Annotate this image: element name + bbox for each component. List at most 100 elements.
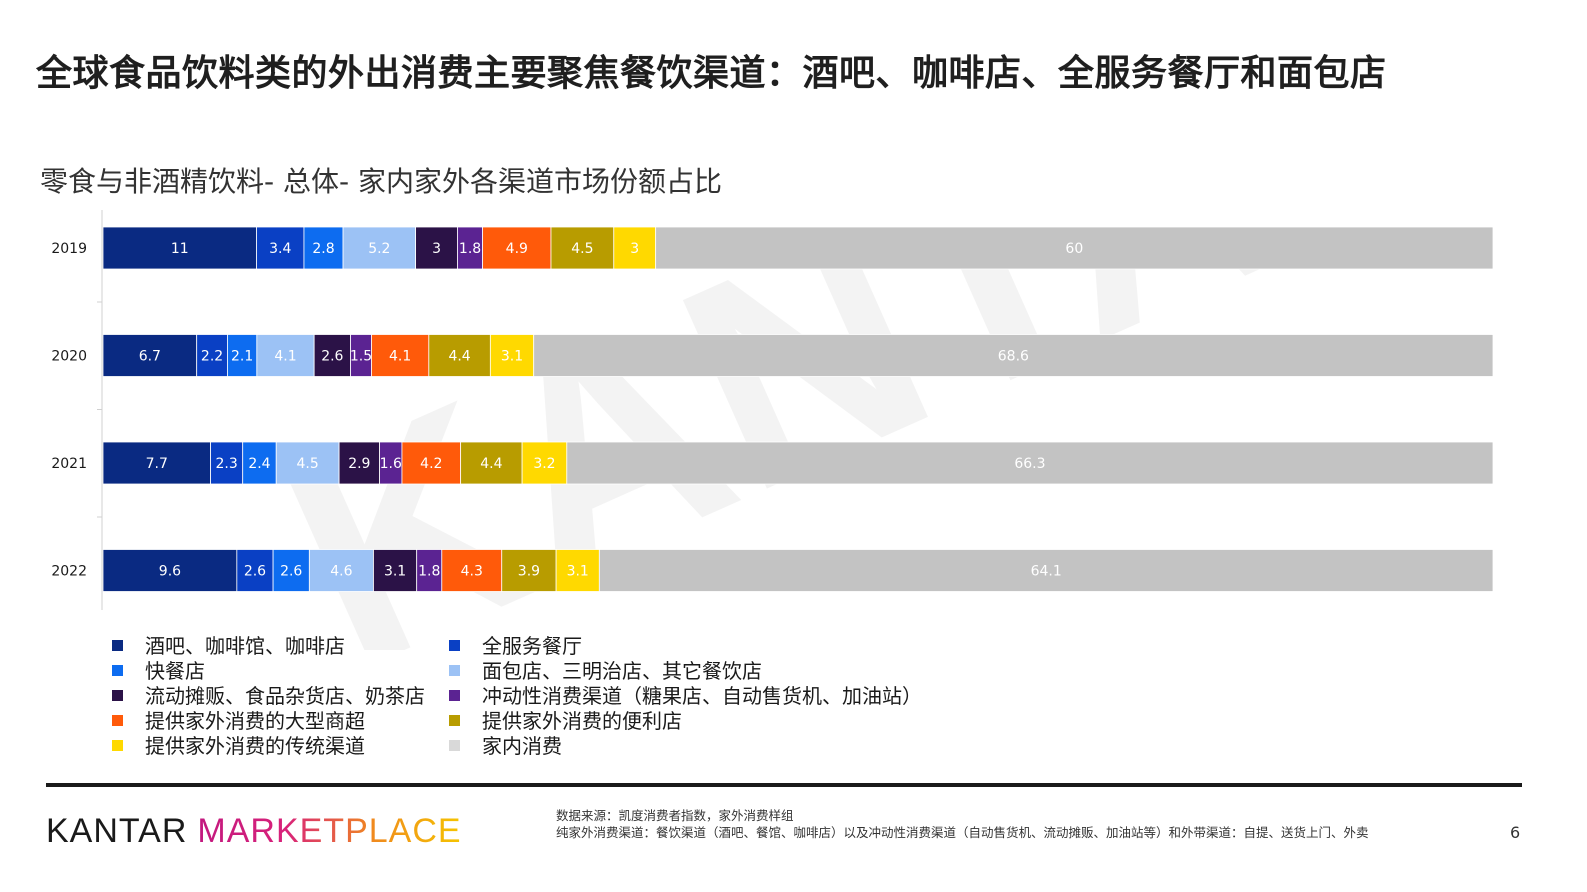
bar-segment: [102, 549, 238, 592]
legend-swatch: [449, 640, 460, 651]
legend-label: 快餐店: [145, 659, 205, 683]
bar-segment: [521, 441, 568, 485]
legend-swatch: [112, 740, 123, 751]
bar-segment: [373, 549, 418, 592]
bar-data-label: 4.5: [571, 241, 593, 257]
bar-data-label: 60: [1065, 241, 1083, 257]
bar-data-label: 2.3: [215, 456, 237, 472]
legend-label: 冲动性消费渠道（糖果店、自动售货机、加油站）: [482, 684, 922, 708]
bar-segment: [102, 334, 198, 377]
bar-segment: [482, 226, 552, 270]
bar-data-label: 4.1: [274, 349, 296, 365]
bar-segment: [227, 334, 258, 377]
y-tick-label: 2019: [51, 241, 87, 257]
legend-label: 家内消费: [482, 734, 562, 758]
bar-segment: [401, 441, 462, 485]
y-tick-label: 2021: [51, 456, 87, 472]
bar-segment: [196, 334, 228, 377]
bar-data-label: 4.9: [506, 241, 528, 257]
legend-label: 流动摊贩、食品杂货店、奶茶店: [145, 684, 425, 708]
bar-data-label: 3: [630, 241, 639, 257]
chart-title: 零食与非酒精饮料- 总体- 家内家外各渠道市场份额占比: [40, 165, 723, 198]
legend-item: 提供家外消费的大型商超: [112, 705, 365, 734]
bar-data-label: 4.3: [461, 564, 483, 580]
bar-data-label: 66.3: [1014, 456, 1045, 472]
page-title: 全球食品饮料类的外出消费主要聚焦餐饮渠道：酒吧、咖啡店、全服务餐厅和面包店: [36, 53, 1387, 94]
page-number: 6: [1510, 823, 1521, 842]
legend-swatch: [112, 690, 123, 701]
bar-data-label: 2.9: [348, 456, 370, 472]
legend-item: 提供家外消费的传统渠道: [112, 730, 365, 759]
legend-swatch: [449, 740, 460, 751]
bar-data-label: 3.2: [533, 456, 555, 472]
bar-segment: [242, 441, 277, 485]
legend-label: 面包店、三明治店、其它餐饮店: [482, 659, 762, 683]
bar-data-label: 3.9: [518, 564, 540, 580]
logo-kantar-text: KANTAR: [46, 812, 188, 850]
bar-segment: [550, 226, 615, 270]
legend-item: 酒吧、咖啡馆、咖啡店: [112, 630, 345, 659]
bar-data-label: 2.6: [244, 564, 266, 580]
bar-data-label: 2.8: [312, 241, 334, 257]
bar-data-label: 4.4: [480, 456, 502, 472]
bar-data-label: 3: [432, 241, 441, 257]
bar-data-label: 4.5: [297, 456, 319, 472]
bar-data-label: 2.6: [321, 349, 343, 365]
source-note: 数据来源：凯度消费者指数，家外消费样组 纯家外消费渠道：餐饮渠道（酒吧、餐馆、咖…: [556, 807, 1369, 841]
bar-data-label: 2.6: [280, 564, 302, 580]
bar-segment: [533, 334, 1494, 377]
bar-data-label: 3.1: [501, 349, 523, 365]
bar-data-label: 4.2: [420, 456, 442, 472]
legend-item: 快餐店: [112, 655, 205, 684]
bar-segment: [313, 334, 351, 377]
bar-data-label: 68.6: [998, 349, 1029, 365]
bar-segment: [566, 441, 1494, 485]
chart-legend: 酒吧、咖啡馆、咖啡店 快餐店 流动摊贩、食品杂货店、奶茶店 提供家外消费的大型商…: [112, 630, 932, 758]
bar-data-label: 1.8: [418, 564, 440, 580]
bar-data-label: 6.7: [139, 349, 161, 365]
footer-divider: [46, 783, 1522, 787]
legend-item: 全服务餐厅: [449, 630, 582, 659]
bar-segment: [102, 226, 257, 270]
bar-data-label: 7.7: [146, 456, 168, 472]
legend-label: 全服务餐厅: [482, 634, 582, 658]
source-line-2: 纯家外消费渠道：餐饮渠道（酒吧、餐馆、咖啡店）以及冲动性消费渠道（自动售货机、流…: [556, 825, 1369, 840]
y-tick-label: 2020: [51, 349, 87, 365]
bar-data-label: 4.1: [389, 349, 411, 365]
legend-item: 提供家外消费的便利店: [449, 705, 682, 734]
bar-data-label: 4.4: [448, 349, 470, 365]
legend-swatch: [449, 665, 460, 676]
stacked-bar-chart: 2019 11 3.4 2.8 5.2 3 1.8 4.9 4.5 3 60 2020 6.7 2.2 2.…: [51, 210, 1494, 610]
bar-data-label: 9.6: [159, 564, 181, 580]
bar-data-label: 4.6: [330, 564, 352, 580]
bar-data-label: 2.2: [201, 349, 223, 365]
bar-data-label: 3.4: [269, 241, 291, 257]
bar-segment: [256, 226, 305, 270]
bar-data-label: 2.1: [231, 349, 253, 365]
bar-segment: [303, 226, 344, 270]
bar-segment: [236, 549, 274, 592]
bar-segment: [428, 334, 491, 377]
bar-segment: [338, 441, 380, 485]
legend-item: 流动摊贩、食品杂货店、奶茶店: [112, 680, 425, 709]
legend-swatch: [112, 665, 123, 676]
legend-label: 提供家外消费的便利店: [482, 709, 682, 733]
bar-segment: [441, 549, 503, 592]
legend-label: 提供家外消费的传统渠道: [145, 734, 365, 758]
bar-data-label: 64.1: [1031, 564, 1062, 580]
bar-segment: [275, 441, 340, 485]
legend-label: 酒吧、咖啡馆、咖啡店: [145, 634, 345, 658]
bar-segment: [598, 549, 1494, 592]
bar-segment: [555, 549, 600, 592]
legend-swatch: [112, 640, 123, 651]
legend-item: 面包店、三明治店、其它餐饮店: [449, 655, 762, 684]
bar-segment: [256, 334, 315, 377]
bar-segment: [210, 441, 244, 485]
legend-item: 家内消费: [449, 730, 562, 759]
bar-data-label: 2.4: [248, 456, 270, 472]
kantar-marketplace-logo: KANTAR MARKETPLACE: [46, 812, 462, 851]
legend-swatch: [449, 715, 460, 726]
source-line-1: 数据来源：凯度消费者指数，家外消费样组: [556, 808, 794, 823]
logo-marketplace-text: MARKETPLACE: [197, 812, 462, 850]
bar-data-label: 1.5: [350, 349, 372, 365]
